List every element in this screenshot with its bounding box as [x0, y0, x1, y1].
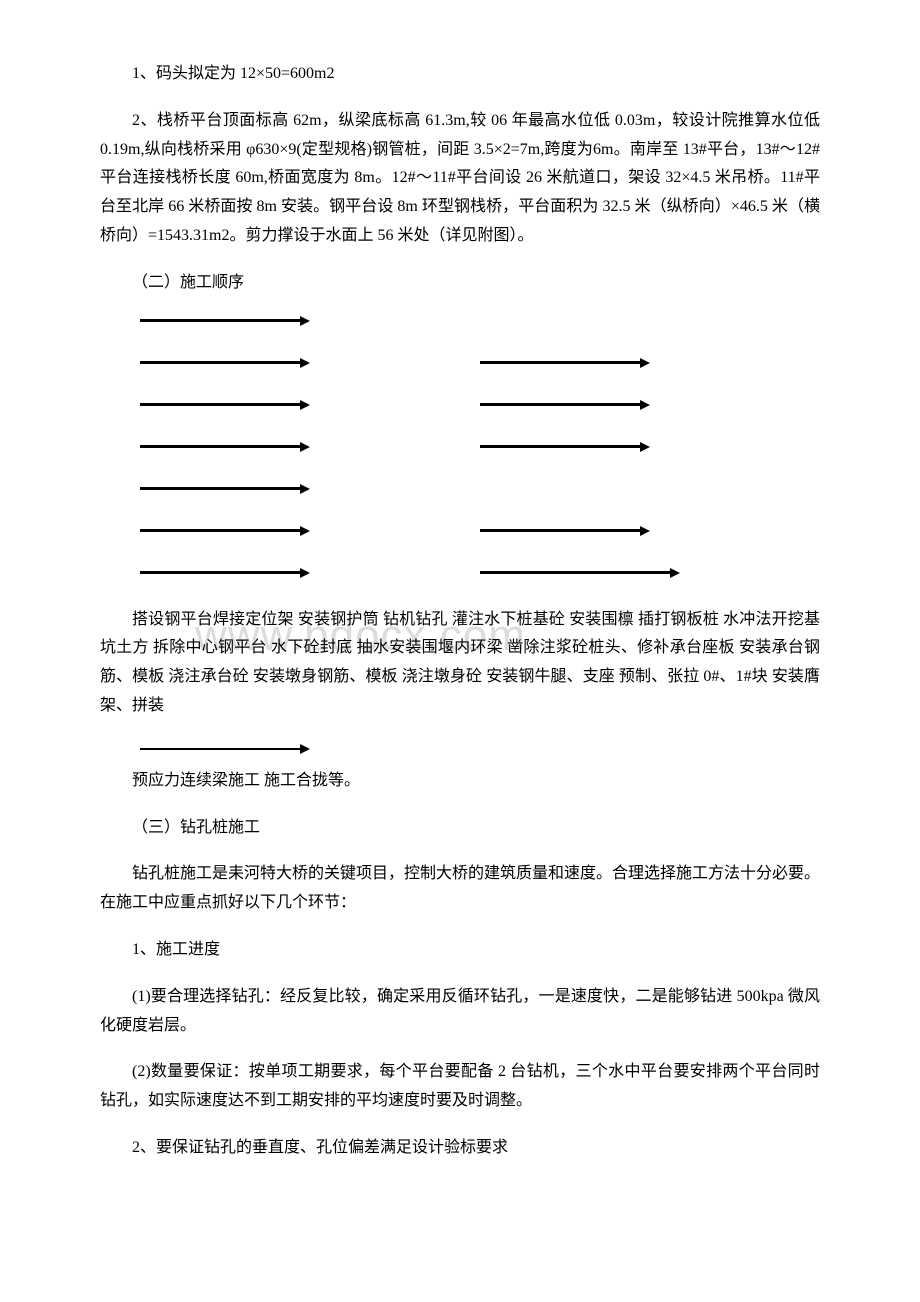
para9-text: 2、要保证钻孔的垂直度、孔位偏差满足设计验标要求	[132, 1139, 508, 1156]
arrow-line	[480, 403, 640, 406]
arrow-head-icon	[300, 526, 310, 536]
paragraph-4: 预应力连续梁施工 施工合拢等。	[100, 767, 820, 796]
arrow-head-icon	[640, 400, 650, 410]
arrow-row	[140, 484, 310, 494]
arrow-row	[140, 400, 310, 410]
arrow-row	[140, 526, 310, 536]
paragraph-3: 搭设钢平台焊接定位架 安装钢护筒 钻机钻孔 灌注水下桩基砼 安装围檩 插打钢板桩…	[100, 606, 820, 721]
arrow-line	[140, 487, 300, 490]
arrow-row	[140, 568, 310, 578]
arrow-head-icon	[640, 442, 650, 452]
paragraph-1: 1、码头拟定为 12×50=600m2	[100, 60, 820, 89]
arrow-head-icon	[640, 358, 650, 368]
arrow-row	[480, 568, 680, 578]
arrow-line	[140, 403, 300, 406]
arrow-row	[480, 442, 650, 452]
arrow-head-icon	[300, 358, 310, 368]
arrow-line	[140, 529, 300, 532]
para1-text: 1、码头拟定为 12×50=600m2	[132, 65, 335, 82]
arrow-head-icon	[300, 568, 310, 578]
arrow-line	[140, 361, 300, 364]
para8-text: (2)数量要保证：按单项工期要求，每个平台要配备 2 台钻机，三个水中平台要安排…	[100, 1063, 820, 1109]
arrow-row	[480, 358, 650, 368]
arrow-row	[480, 526, 650, 536]
paragraph-7: (1)要合理选择钻孔：经反复比较，确定采用反循环钻孔，一是速度快，二是能够钻进 …	[100, 983, 820, 1041]
arrow-head-icon	[300, 442, 310, 452]
arrow-head-icon	[300, 744, 310, 754]
arrow-head-icon	[670, 568, 680, 578]
para2-text: 2、栈桥平台顶面标高 62m，纵梁底标高 61.3m,较 06 年最高水位低 0…	[100, 112, 820, 244]
arrow-head-icon	[300, 484, 310, 494]
arrow-row	[480, 400, 650, 410]
document-content: 1、码头拟定为 12×50=600m2 2、栈桥平台顶面标高 62m，纵梁底标高…	[100, 60, 820, 1163]
arrow-line	[140, 445, 300, 448]
paragraph-5: 钻孔桩施工是耒河特大桥的关键项目，控制大桥的建筑质量和速度。合理选择施工方法十分…	[100, 860, 820, 918]
paragraph-6: 1、施工进度	[100, 936, 820, 965]
para5-text: 钻孔桩施工是耒河特大桥的关键项目，控制大桥的建筑质量和速度。合理选择施工方法十分…	[100, 865, 820, 911]
arrow-row	[140, 442, 310, 452]
heading3-text: （三）钻孔桩施工	[132, 819, 260, 836]
para4-text: 预应力连续梁施工 施工合拢等。	[132, 772, 360, 789]
arrow-line	[480, 361, 640, 364]
arrow-line	[480, 571, 670, 574]
single-arrow	[140, 739, 315, 759]
paragraph-9: 2、要保证钻孔的垂直度、孔位偏差满足设计验标要求	[100, 1134, 820, 1163]
para6-text: 1、施工进度	[132, 941, 220, 958]
arrow-row	[140, 316, 310, 326]
arrow-line	[140, 319, 300, 322]
paragraph-2: 2、栈桥平台顶面标高 62m，纵梁底标高 61.3m,较 06 年最高水位低 0…	[100, 107, 820, 251]
arrow-line	[480, 529, 640, 532]
para7-text: (1)要合理选择钻孔：经反复比较，确定采用反循环钻孔，一是速度快，二是能够钻进 …	[100, 988, 820, 1034]
arrow-flowchart	[140, 316, 740, 596]
arrow-line	[140, 571, 300, 574]
arrow-head-icon	[300, 400, 310, 410]
arrow-head-icon	[640, 526, 650, 536]
paragraph-8: (2)数量要保证：按单项工期要求，每个平台要配备 2 台钻机，三个水中平台要安排…	[100, 1058, 820, 1116]
arrow-line	[480, 445, 640, 448]
arrow-head-icon	[300, 316, 310, 326]
heading-3: （三）钻孔桩施工	[100, 814, 820, 843]
para3-text: 搭设钢平台焊接定位架 安装钢护筒 钻机钻孔 灌注水下桩基砼 安装围檩 插打钢板桩…	[100, 611, 820, 714]
arrow-line	[140, 748, 300, 751]
heading2-text: （二）施工顺序	[132, 274, 244, 291]
heading-2: （二）施工顺序	[100, 269, 820, 298]
arrow-row	[140, 358, 310, 368]
